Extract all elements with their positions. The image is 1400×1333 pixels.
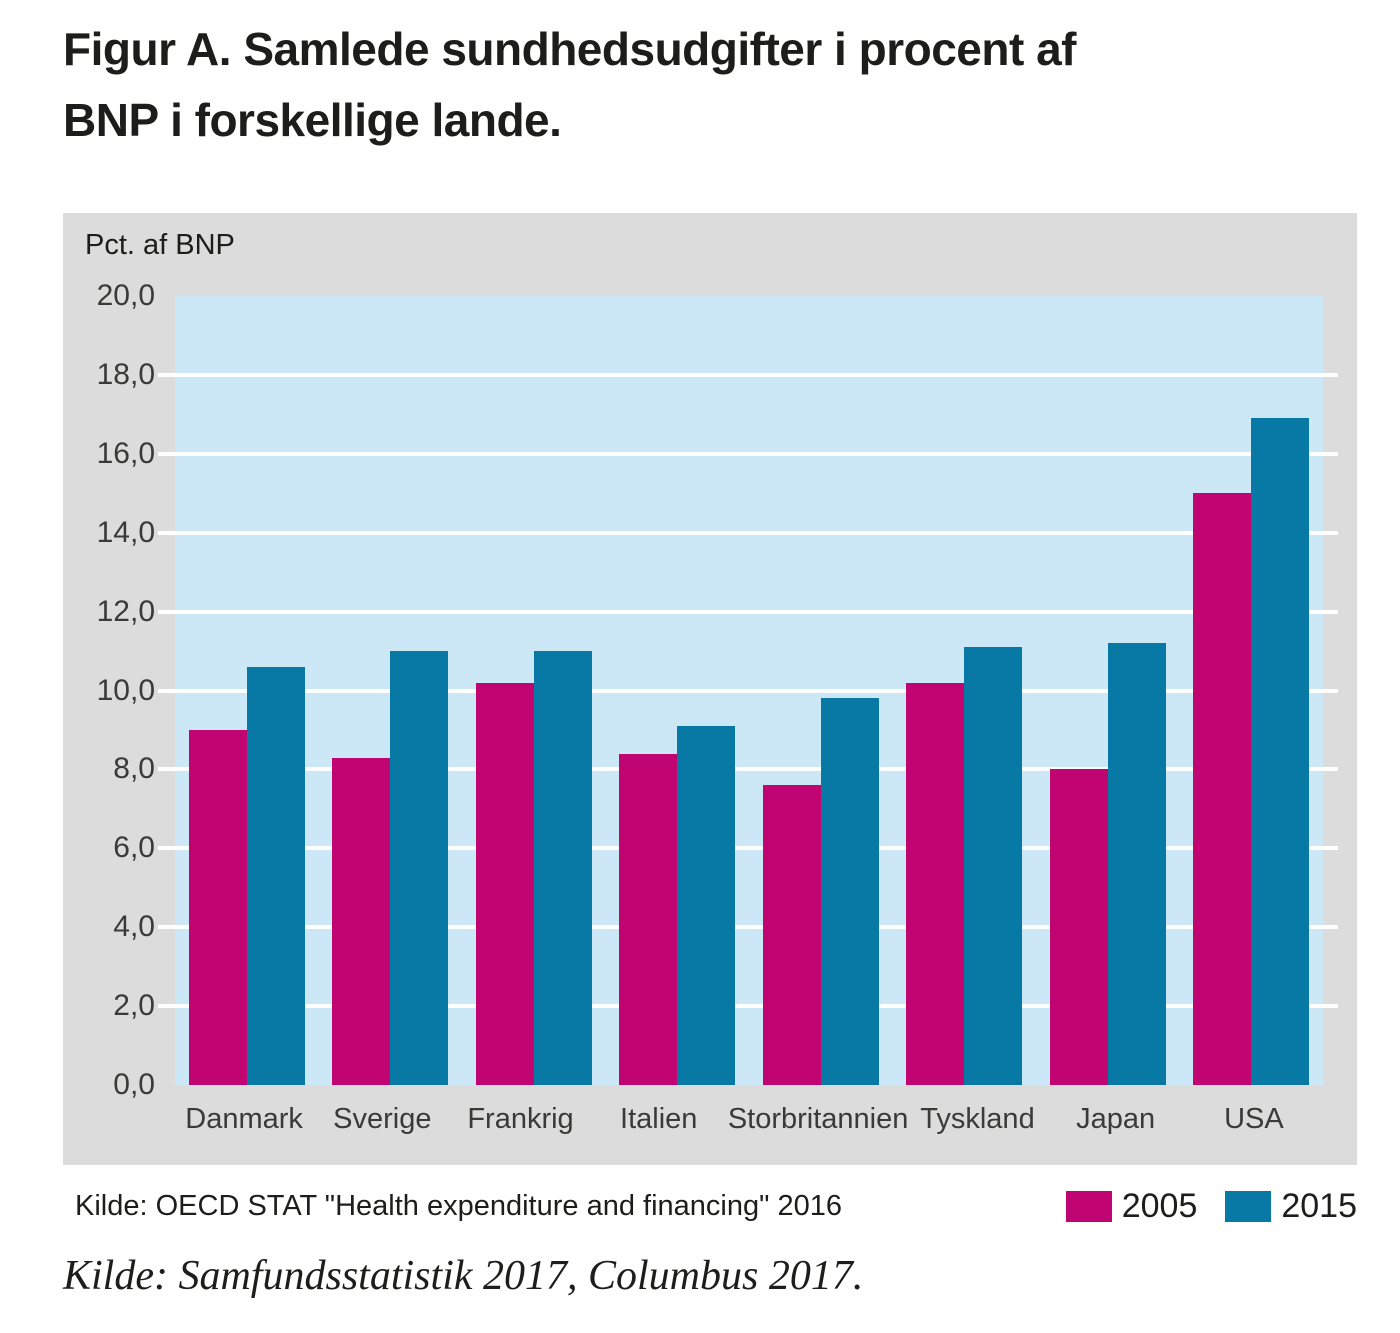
gridline-10 <box>158 688 1338 693</box>
gridline-2 <box>158 1004 1338 1009</box>
gridline-4 <box>158 925 1338 930</box>
bar-italien-2005 <box>619 753 678 1085</box>
source-note: Kilde: OECD STAT "Health expenditure and… <box>75 1189 842 1222</box>
bar-tyskland-2005 <box>906 682 965 1085</box>
bar-group-usa <box>1180 296 1324 1085</box>
x-label-danmark: Danmark <box>185 1103 303 1135</box>
x-label-tyskland: Tyskland <box>920 1103 1035 1135</box>
gridline-14 <box>158 530 1338 535</box>
figure-title: Figur A. Samlede sundhedsudgifter i proc… <box>63 14 1363 156</box>
bar-frankrig-2005 <box>475 682 534 1085</box>
bar-group-danmark <box>175 296 319 1085</box>
gridline-16 <box>158 451 1338 456</box>
bar-usa-2015 <box>1251 418 1310 1085</box>
y-tick-label-12: 12,0 <box>96 594 155 628</box>
y-tick-label-2: 2,0 <box>113 989 155 1023</box>
bar-sverige-2015 <box>390 651 449 1085</box>
bar-sverige-2005 <box>332 757 391 1085</box>
bar-frankrig-2015 <box>533 651 592 1085</box>
gridline-12 <box>158 609 1338 614</box>
y-tick-label-0: 0,0 <box>113 1068 155 1101</box>
bar-tyskland-2015 <box>964 647 1023 1085</box>
bar-group-sverige <box>319 296 463 1085</box>
bar-danmark-2015 <box>246 666 305 1085</box>
legend-label-2005: 2005 <box>1121 1186 1198 1225</box>
y-tick-label-6: 6,0 <box>113 831 155 865</box>
gridline-18 <box>158 372 1338 377</box>
source-and-legend-row: Kilde: OECD STAT "Health expenditure and… <box>63 1181 1357 1231</box>
legend: 2005 2015 <box>1038 1187 1357 1226</box>
figure-title-line2: BNP i forskellige lande. <box>63 94 562 146</box>
bar-danmark-2005 <box>188 729 247 1085</box>
y-tick-label-8: 8,0 <box>113 752 155 786</box>
figure-title-line1: Figur A. Samlede sundhedsudgifter i proc… <box>63 23 1076 75</box>
x-label-italien: Italien <box>620 1103 698 1135</box>
bar-usa-2005 <box>1193 493 1252 1085</box>
bar-storbritannien-2015 <box>820 698 879 1085</box>
bar-japan-2015 <box>1107 643 1166 1085</box>
y-tick-label-20: 20,0 <box>96 279 155 312</box>
bar-group-frankrig <box>462 296 606 1085</box>
legend-swatch-2015 <box>1225 1190 1272 1222</box>
legend-item-2005: 2005 <box>1065 1186 1198 1226</box>
bar-groups <box>175 296 1323 1085</box>
y-tick-label-10: 10,0 <box>96 673 155 707</box>
x-label-usa: USA <box>1224 1103 1284 1135</box>
y-axis-unit-label: Pct. af BNP <box>85 229 235 261</box>
bar-italien-2015 <box>677 726 736 1085</box>
bar-group-tyskland <box>893 296 1037 1085</box>
y-tick-label-4: 4,0 <box>113 910 155 944</box>
legend-swatch-2005 <box>1065 1190 1112 1222</box>
gridline-8 <box>158 767 1338 772</box>
y-tick-label-18: 18,0 <box>96 357 155 391</box>
bar-group-storbritannien <box>749 296 893 1085</box>
y-axis-tick-labels: 0,0 2,0 4,0 6,0 8,0 10,0 12,0 14,0 16,0 18,0 20,0 <box>63 279 155 1101</box>
legend-label-2015: 2015 <box>1281 1186 1357 1225</box>
x-label-sverige: Sverige <box>333 1103 432 1135</box>
bar-storbritannien-2005 <box>762 785 821 1085</box>
x-axis-labels: Danmark Sverige Frankrig Italien Storbritann… <box>175 1103 1323 1136</box>
plot-area <box>158 296 1338 1085</box>
y-tick-label-14: 14,0 <box>96 515 155 549</box>
y-tick-label-16: 16,0 <box>96 436 155 470</box>
legend-item-2015: 2015 <box>1225 1187 1357 1226</box>
gridline-6 <box>158 846 1338 851</box>
bar-japan-2005 <box>1049 769 1108 1085</box>
x-label-frankrig: Frankrig <box>467 1103 574 1135</box>
bar-group-japan <box>1036 296 1180 1085</box>
x-label-japan: Japan <box>1076 1103 1156 1135</box>
x-label-storbritannien: Storbritannien <box>727 1103 909 1135</box>
chart-panel: Pct. af BNP 0,0 2,0 4,0 6,0 8,0 10,0 12,0 14,0 1… <box>63 213 1357 1165</box>
bar-group-italien <box>606 296 750 1085</box>
bottom-caption: Kilde: Samfundsstatistik 2017, Columbus … <box>63 1253 864 1299</box>
